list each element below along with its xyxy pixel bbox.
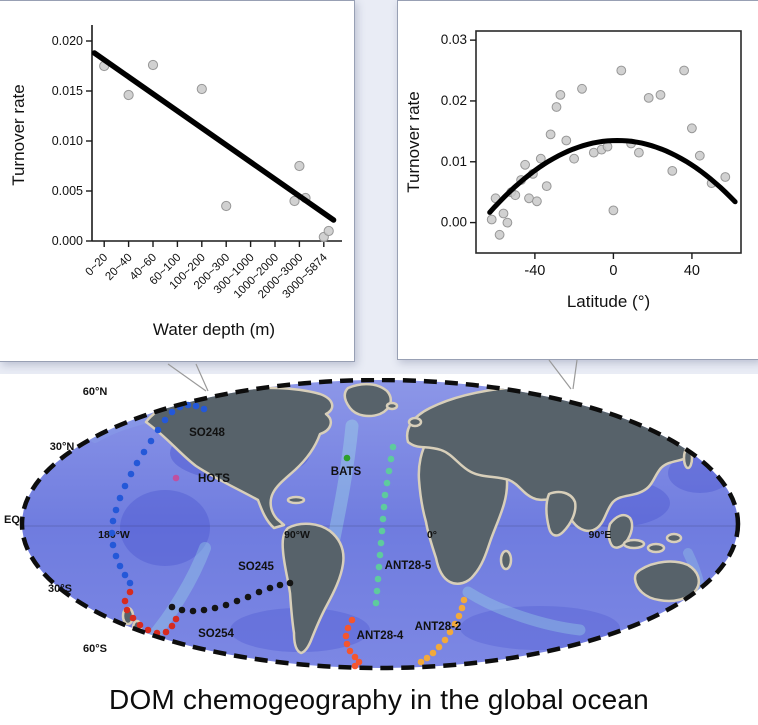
- world-map: 60°N30°NEQ30°S60°S180°W90°W0°90°ESO248HO…: [0, 377, 758, 676]
- svg-text:SO254: SO254: [198, 628, 234, 640]
- svg-text:SO245: SO245: [238, 561, 274, 573]
- land-uk: [407, 416, 423, 428]
- station-ANT28-4: ANT28-4: [342, 616, 404, 670]
- svg-text:90°E: 90°E: [589, 529, 612, 541]
- station-SO254: SO254: [121, 588, 235, 640]
- svg-text:90°W: 90°W: [284, 529, 310, 541]
- svg-text:0.000: 0.000: [52, 234, 83, 248]
- land-india: [545, 490, 577, 537]
- station-SO245: SO245: [168, 561, 294, 615]
- svg-text:0°: 0°: [427, 529, 437, 541]
- svg-text:0.010: 0.010: [52, 134, 83, 148]
- svg-text:0.005: 0.005: [52, 184, 83, 198]
- svg-text:HOTS: HOTS: [198, 473, 230, 485]
- svg-text:BATS: BATS: [331, 466, 362, 478]
- depth-chart-panel: 0.000 0.005 0.010 0.015 0.020 0~20 20~40 40~60 6…: [0, 0, 355, 362]
- land-antarctic-sliver: [280, 668, 470, 676]
- land-caribbean: [286, 495, 306, 505]
- svg-text:0.02: 0.02: [441, 93, 467, 108]
- depth-scatter-points: [99, 59, 334, 243]
- land-south-america: [281, 522, 345, 655]
- svg-text:60°N: 60°N: [83, 386, 108, 398]
- svg-text:Water depth (m): Water depth (m): [153, 320, 275, 339]
- land-indonesia-3: [665, 532, 683, 544]
- svg-text:0.015: 0.015: [52, 84, 83, 98]
- svg-text:Turnover rate: Turnover rate: [9, 84, 28, 185]
- land-iceland: [385, 401, 399, 411]
- station-ANT28-2: ANT28-2: [415, 596, 468, 666]
- latitude-plot: 0.00 0.01 0.02 0.03 -40 0 40 Turnover rate Latit…: [404, 30, 742, 311]
- svg-text:EQ: EQ: [4, 514, 20, 526]
- land-indonesia-1: [622, 538, 646, 550]
- station-BATS: BATS: [331, 454, 362, 478]
- station-HOTS: HOTS: [172, 473, 230, 485]
- svg-text:0.020: 0.020: [52, 34, 83, 48]
- land-australia: [633, 560, 700, 603]
- latitude-fit-curve: [487, 137, 738, 215]
- map-annotations: 60°N30°NEQ30°S60°S180°W90°W0°90°ESO248HO…: [4, 386, 612, 670]
- land-madagascar: [499, 549, 513, 571]
- svg-text:ANT28-4: ANT28-4: [357, 630, 404, 642]
- svg-text:ANT28-5: ANT28-5: [385, 560, 432, 572]
- station-SO248: SO248: [108, 401, 226, 587]
- svg-text:SO248: SO248: [189, 427, 225, 439]
- land-greenland: [343, 382, 393, 418]
- latitude-scatter-points: [486, 65, 731, 240]
- svg-text:40: 40: [684, 263, 700, 279]
- svg-text:0.01: 0.01: [441, 154, 467, 169]
- plot-box: [475, 30, 742, 254]
- svg-text:Turnover rate: Turnover rate: [404, 91, 423, 192]
- latitude-chart-panel: 0.00 0.01 0.02 0.03 -40 0 40 Turnover rate Latit…: [397, 0, 758, 360]
- svg-text:0.00: 0.00: [441, 215, 467, 230]
- callout-lines: [167, 359, 578, 392]
- depth-chart: 0.0000.0050.0100.0150.0200~2020~4040~606…: [9, 25, 342, 339]
- world-map-svg: 60°N30°NEQ30°S60°S180°W90°W0°90°ESO248HO…: [4, 377, 741, 676]
- svg-text:20~40: 20~40: [103, 252, 134, 283]
- svg-text:0: 0: [609, 263, 617, 279]
- svg-text:30°N: 30°N: [50, 441, 75, 453]
- land-indonesia-2: [646, 542, 666, 554]
- svg-text:-40: -40: [524, 263, 545, 279]
- svg-text:0.03: 0.03: [441, 32, 467, 47]
- depth-plot: 0.0000.0050.0100.0150.0200~2020~4040~606…: [9, 25, 342, 339]
- map-border: [19, 377, 741, 671]
- figure-caption: DOM chemogeography in the global ocean: [109, 684, 649, 715]
- station-ANT28-5: ANT28-5: [372, 443, 432, 607]
- latitude-chart: 0.00 0.01 0.02 0.03 -40 0 40 Turnover rate Latit…: [404, 30, 742, 311]
- svg-text:ANT28-2: ANT28-2: [415, 621, 462, 633]
- depth-trend-line: [91, 50, 337, 223]
- svg-text:60°S: 60°S: [83, 643, 107, 655]
- svg-text:Latitude (°): Latitude (°): [567, 292, 650, 311]
- land-north-america: [144, 386, 334, 530]
